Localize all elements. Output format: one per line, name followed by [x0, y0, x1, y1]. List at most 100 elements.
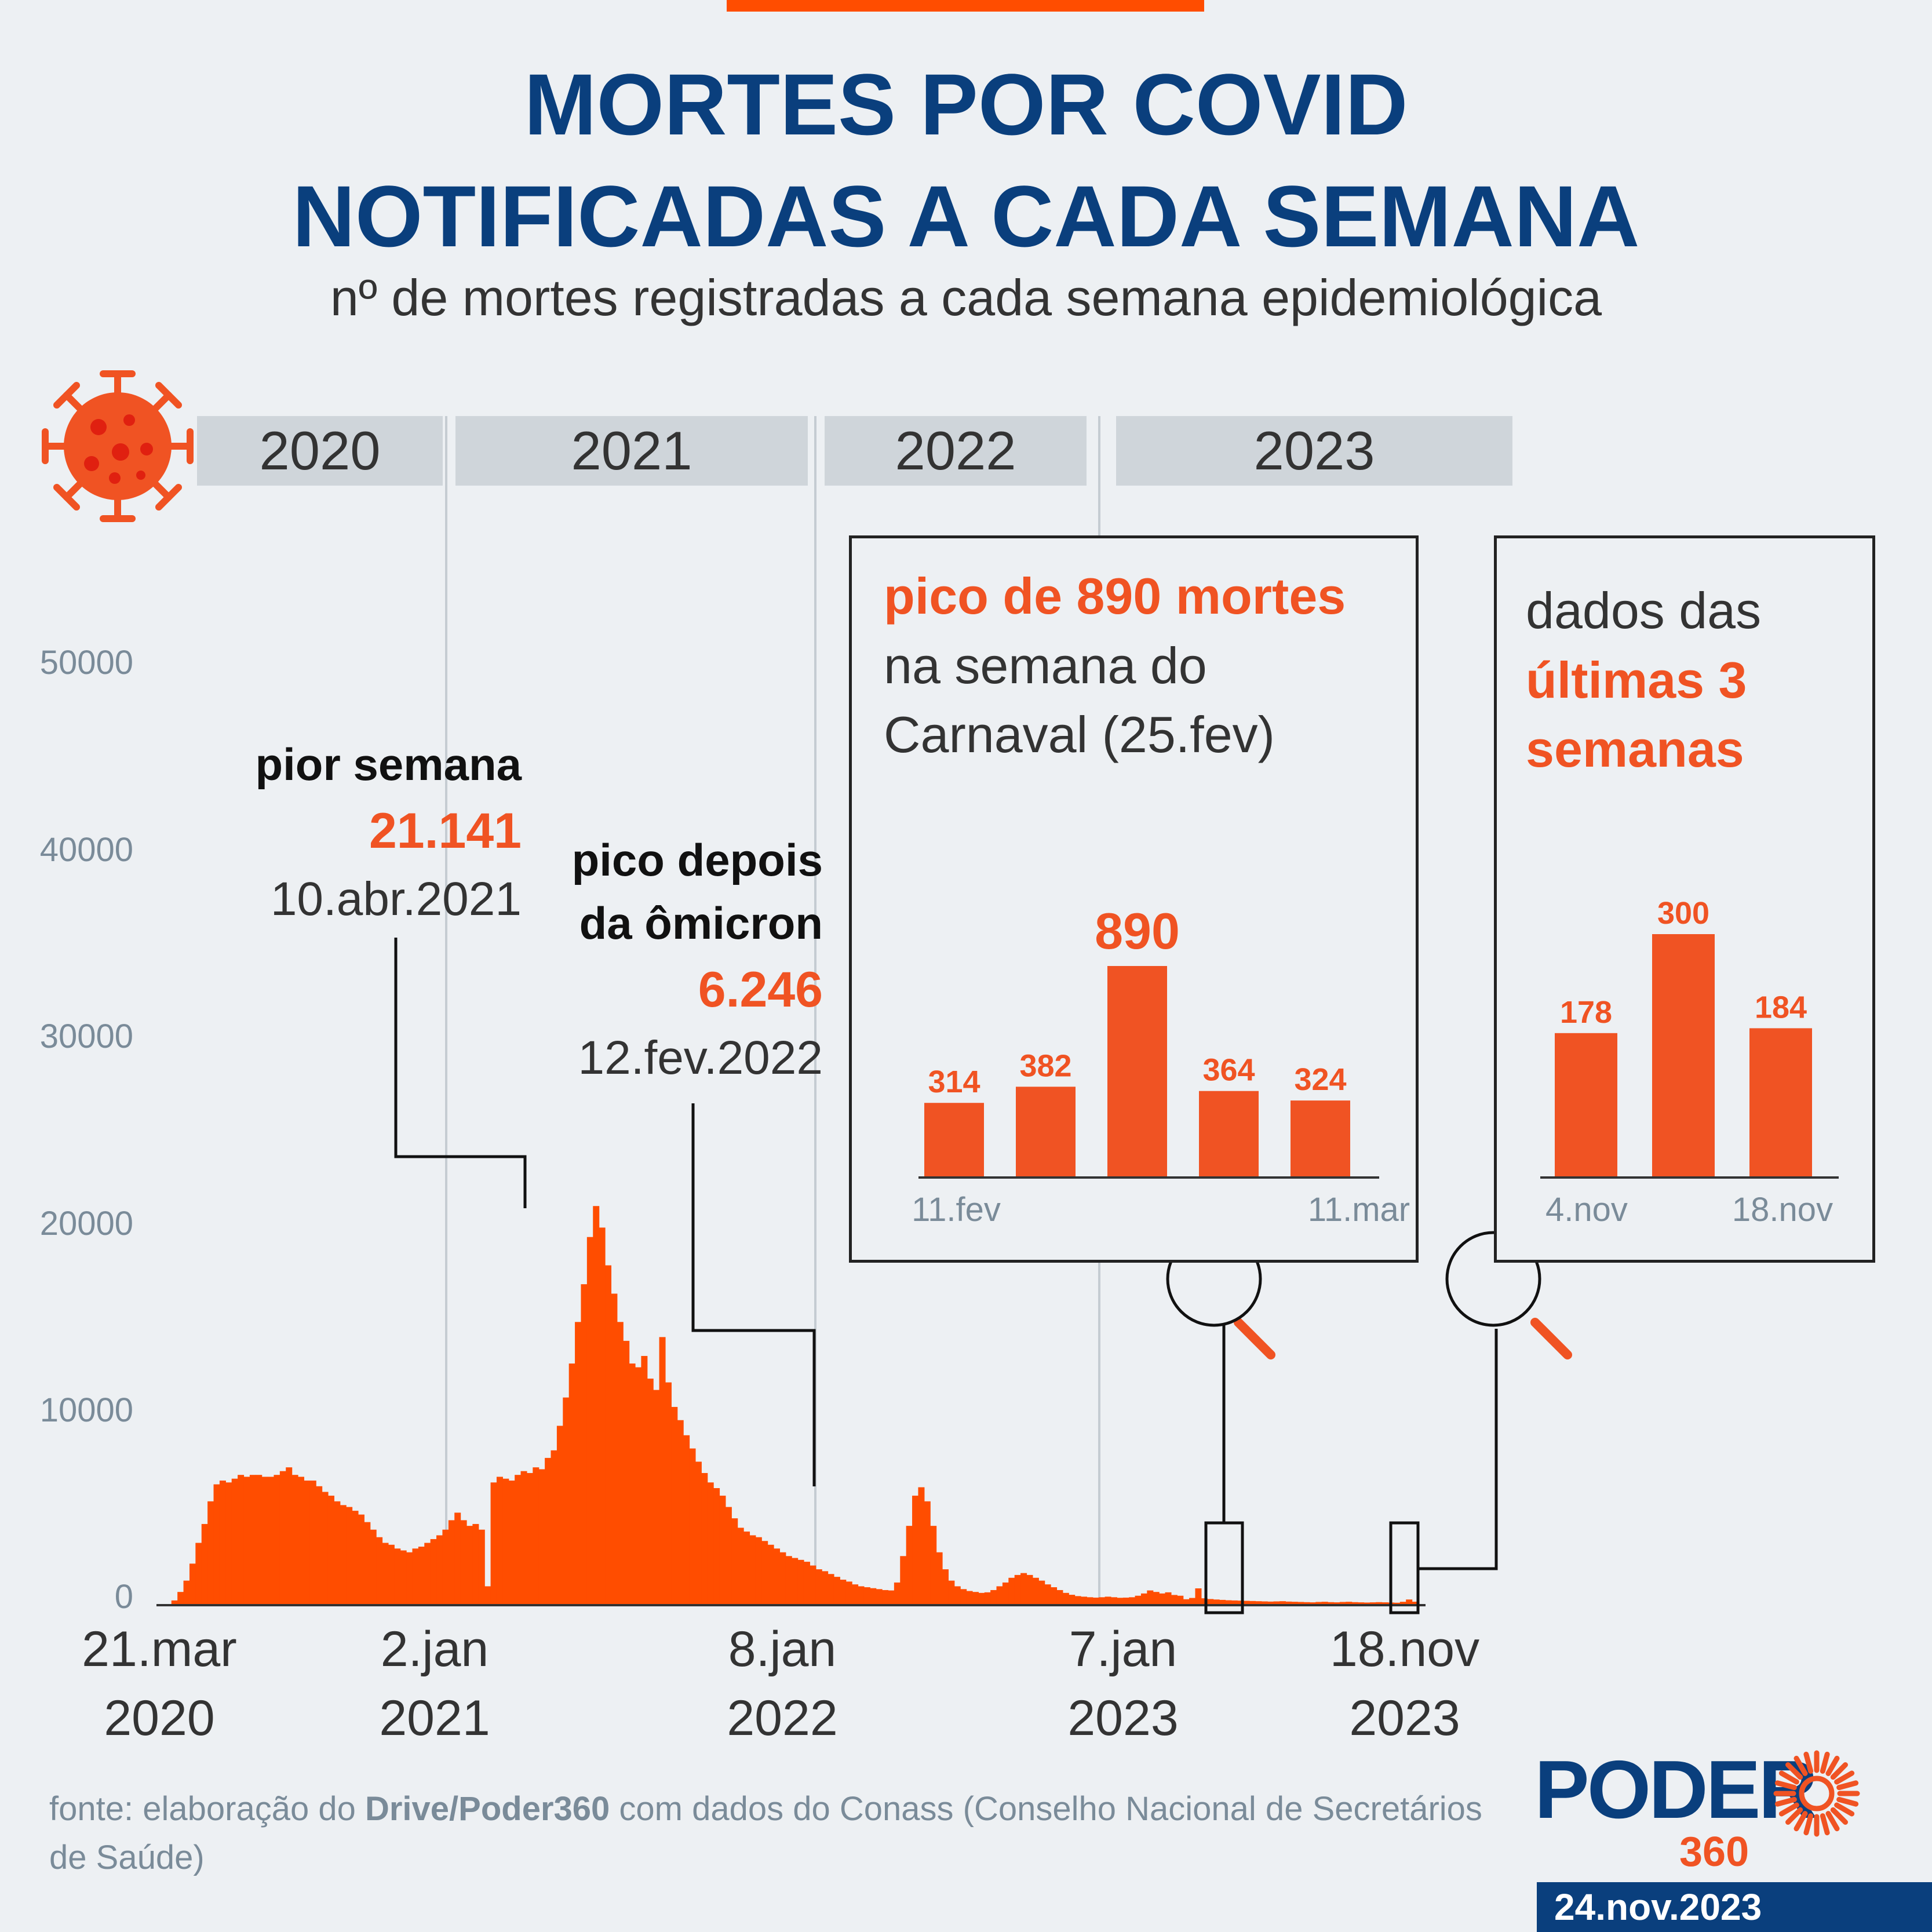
- inset-bar-label: 890: [1095, 902, 1180, 960]
- weekly-deaths-bar: [346, 1507, 353, 1605]
- weekly-deaths-bar: [1255, 1601, 1262, 1605]
- weekly-deaths-bar: [1267, 1601, 1274, 1605]
- weekly-deaths-bar: [743, 1531, 750, 1605]
- weekly-deaths-bar: [833, 1577, 840, 1605]
- weekly-deaths-bar: [1339, 1602, 1346, 1605]
- weekly-deaths-bar: [677, 1420, 684, 1605]
- worst-week-leader: [394, 938, 527, 1208]
- x-axis-label: 18.nov 2023: [1329, 1621, 1480, 1746]
- weekly-deaths-bar: [803, 1562, 810, 1605]
- weekly-deaths-bar: [719, 1496, 726, 1605]
- weekly-deaths-bar: [767, 1544, 774, 1605]
- weekly-deaths-bar: [1165, 1592, 1172, 1605]
- weekly-deaths-bar: [1249, 1601, 1256, 1605]
- weekly-deaths-bar: [327, 1496, 334, 1605]
- weekly-deaths-bar: [219, 1480, 226, 1605]
- last-weeks-highlight-box: [1389, 1521, 1420, 1614]
- inset-bar: [1749, 1028, 1812, 1178]
- inset-bar-label: 314: [928, 1065, 980, 1099]
- weekly-deaths-bar: [1364, 1602, 1370, 1605]
- weekly-deaths-bar: [394, 1548, 401, 1605]
- weekly-deaths-bar: [605, 1265, 612, 1605]
- weekly-deaths-bar: [340, 1505, 347, 1605]
- weekly-deaths-bar: [635, 1367, 641, 1605]
- weekly-deaths-bar: [954, 1586, 961, 1605]
- source-note: fonte: elaboração do Drive/Poder360 com …: [49, 1790, 1482, 1877]
- weekly-deaths-bar: [286, 1467, 293, 1605]
- inset-x-label: 11.mar: [1308, 1191, 1410, 1229]
- weekly-deaths-bar: [852, 1584, 859, 1605]
- weekly-deaths-bar: [496, 1477, 503, 1605]
- omicron-label-line2: da ômicron: [579, 898, 823, 949]
- inset-bar-label: 178: [1560, 995, 1612, 1030]
- chart-title-line1: MORTES POR COVID: [524, 56, 1408, 153]
- publication-date: 24.nov.2023: [1537, 1882, 1932, 1932]
- inset-x-label: 18.nov: [1732, 1191, 1833, 1229]
- weekly-deaths-bar: [888, 1590, 895, 1605]
- weekly-deaths-bar: [1297, 1602, 1304, 1605]
- weekly-deaths-bar: [828, 1574, 834, 1605]
- inset-x-label: 4.nov: [1545, 1191, 1628, 1229]
- weekly-deaths-bar: [876, 1589, 883, 1605]
- y-tick-label: 30000: [39, 1018, 133, 1055]
- inset-bar: [924, 1103, 984, 1178]
- weekly-deaths-bar: [466, 1526, 473, 1605]
- inset-bar: [1555, 1033, 1617, 1178]
- year-band-2023: 2023: [1116, 416, 1512, 486]
- weekly-deaths-bar: [268, 1477, 275, 1605]
- coronavirus-icon: [42, 370, 194, 522]
- weekly-deaths-bar: [442, 1529, 449, 1605]
- weekly-deaths-bar: [418, 1547, 425, 1605]
- weekly-deaths-bar: [358, 1514, 364, 1605]
- weekly-deaths-bar: [665, 1382, 672, 1605]
- weekly-deaths-bar: [1129, 1597, 1136, 1605]
- weekly-deaths-bar: [406, 1552, 413, 1605]
- y-tick-label: 10000: [39, 1391, 133, 1429]
- weekly-deaths-bar: [448, 1520, 455, 1605]
- weekly-deaths-bar: [695, 1461, 702, 1605]
- weekly-deaths-bar: [1207, 1599, 1214, 1605]
- weekly-deaths-bar: [207, 1501, 214, 1605]
- weekly-deaths-bar: [1237, 1601, 1244, 1605]
- weekly-deaths-bar: [629, 1363, 636, 1605]
- weekly-deaths-bar: [623, 1340, 630, 1605]
- weekly-deaths-bar: [1303, 1602, 1310, 1605]
- weekly-deaths-bar: [924, 1501, 931, 1605]
- weekly-deaths-bar: [840, 1580, 847, 1605]
- weekly-deaths-bar: [1195, 1588, 1202, 1605]
- weekly-deaths-bar: [1291, 1602, 1298, 1605]
- weekly-deaths-bar: [586, 1237, 593, 1605]
- weekly-deaths-bar: [900, 1556, 907, 1605]
- last-weeks-panel-line2: últimas 3: [1526, 651, 1747, 709]
- weekly-deaths-bar: [617, 1322, 624, 1605]
- weekly-deaths-bar: [599, 1227, 606, 1605]
- weekly-deaths-bar: [737, 1528, 744, 1605]
- carnaval-panel-headline: pico de 890 mortes: [884, 567, 1346, 625]
- inset-bar-label: 184: [1755, 990, 1807, 1025]
- weekly-deaths-bar: [1225, 1600, 1232, 1605]
- weekly-deaths-bar: [1351, 1602, 1358, 1605]
- weekly-deaths-bar: [231, 1478, 238, 1605]
- weekly-deaths-bar: [1104, 1596, 1111, 1605]
- weekly-deaths-bar: [870, 1588, 877, 1605]
- weekly-deaths-bar: [334, 1501, 341, 1605]
- weekly-deaths-bar: [593, 1206, 600, 1605]
- weekly-deaths-bar: [478, 1529, 485, 1605]
- last-weeks-panel-line1: dados das: [1526, 582, 1762, 639]
- last-weeks-inset-panel: dados das últimas 3 semanas 178 300 184 4.n…: [1494, 535, 1875, 1263]
- weekly-deaths-bar: [1026, 1574, 1033, 1605]
- weekly-deaths-bar: [256, 1475, 263, 1605]
- weekly-deaths-bar: [1315, 1602, 1322, 1605]
- inset-x-label: 11.fev: [912, 1191, 1001, 1229]
- weekly-deaths-bar: [1159, 1593, 1166, 1605]
- weekly-deaths-bar: [195, 1543, 202, 1605]
- weekly-deaths-bar: [671, 1406, 678, 1605]
- x-axis-label: 21.mar 2020: [82, 1621, 237, 1746]
- weekly-deaths-bar: [1056, 1590, 1063, 1605]
- weekly-deaths-bar: [1321, 1602, 1328, 1605]
- weekly-deaths-bar: [563, 1397, 570, 1605]
- weekly-deaths-bar: [996, 1586, 1003, 1605]
- weekly-deaths-bar: [1122, 1597, 1129, 1605]
- inset-bar-label: 364: [1202, 1053, 1255, 1088]
- weekly-deaths-bar: [1309, 1602, 1316, 1605]
